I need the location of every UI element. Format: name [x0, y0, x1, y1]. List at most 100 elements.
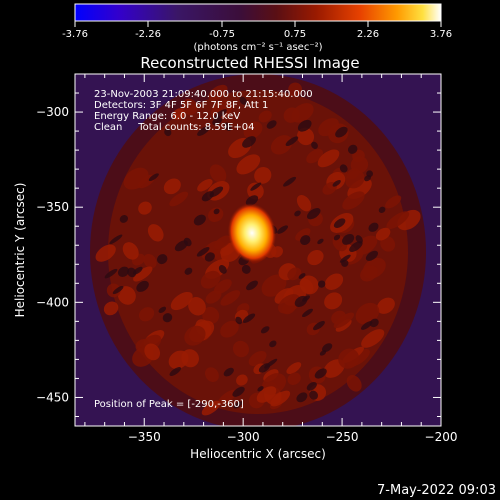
sidelobe-spot — [269, 340, 277, 348]
sidelobe-spot — [117, 266, 130, 277]
sidelobe-spot — [127, 267, 137, 278]
texture-blob — [117, 286, 136, 305]
sidelobe-spot — [296, 392, 308, 403]
texture-blob — [133, 266, 153, 282]
texture-blob — [197, 179, 213, 192]
plot-frame — [74, 73, 442, 427]
sidelobe-spot — [311, 141, 318, 149]
texture-blob — [106, 283, 121, 298]
sidelobe-spot — [360, 321, 373, 330]
y-tick-label: −300 — [36, 105, 69, 119]
sidelobe-spot — [193, 214, 206, 226]
sidelobe-spot — [223, 122, 232, 131]
sidelobe-spot — [204, 252, 215, 262]
sidelobe-spot — [297, 119, 312, 132]
colorbar-tick-label: -0.75 — [209, 29, 235, 40]
axes: −350 −300 −250 −200 −300 −350 −400 −450 — [36, 73, 457, 444]
texture-blob — [170, 291, 193, 311]
sidelobe-spot — [257, 386, 264, 392]
sidelobe-spot — [300, 235, 311, 246]
texture-blob — [278, 294, 301, 314]
colorbar-tick-label: 3.76 — [430, 29, 452, 40]
sidelobe-spot — [260, 326, 270, 334]
texture-blob — [318, 118, 339, 137]
sidelobe-spot — [132, 266, 143, 275]
texture-blob — [232, 340, 249, 358]
sidelobe-spot — [184, 267, 193, 275]
sidelobe-spot — [169, 367, 181, 377]
sidelobe-spot — [378, 206, 386, 213]
texture-blob — [345, 170, 365, 189]
texture-blob — [200, 270, 221, 289]
texture-blob — [181, 349, 199, 368]
texture-blob — [333, 312, 355, 329]
sidelobe-spot — [317, 238, 324, 245]
sidelobe-spot — [349, 241, 363, 252]
texture-blob — [254, 166, 272, 184]
sidelobe-spot — [242, 136, 256, 148]
sidelobe-spot — [157, 254, 168, 265]
texture-blob — [261, 274, 287, 297]
sidelobe-spot — [306, 208, 321, 220]
texture-blob — [286, 362, 302, 375]
texture-blob — [385, 195, 402, 209]
texture-blob — [209, 164, 227, 183]
sidelobe-spot — [309, 390, 318, 400]
texture-blob — [297, 127, 315, 146]
y-tick-label: −400 — [36, 295, 69, 309]
sidelobe-spot — [306, 381, 317, 391]
sidelobe-spot — [347, 144, 358, 154]
chart-title: Reconstructed RHESSI Image — [140, 54, 359, 72]
sidelobe-spot — [242, 313, 256, 323]
sidelobe-spot — [264, 358, 278, 369]
texture-blob — [163, 178, 181, 195]
texture-blob — [338, 348, 360, 369]
sidelobe-spot — [319, 350, 327, 356]
texture-blob — [291, 103, 314, 123]
texture-blob — [380, 236, 396, 252]
sidelobe-spot — [283, 176, 297, 187]
sidelobe-spot — [174, 240, 188, 252]
texture-blob — [172, 108, 186, 120]
texture-blob — [288, 82, 302, 97]
sidelobe-spot — [232, 386, 245, 397]
sidelobe-spot — [342, 233, 355, 245]
sidelobe-spot — [213, 208, 220, 215]
sidelobe-spot — [368, 222, 379, 232]
texture-blob — [287, 267, 302, 281]
peak-position-annotation: Position of Peak = [-290,-360] — [94, 399, 244, 410]
sidelobe-spot — [104, 268, 118, 279]
sidelobe-spot — [245, 195, 259, 206]
sidelobe-spot — [333, 234, 341, 241]
colorbar-tick-label: -2.26 — [135, 29, 161, 40]
x-axis-label: Heliocentric X (arcsec) — [190, 447, 326, 461]
sidelobe-spot — [109, 234, 123, 245]
sidelobe-spot — [158, 306, 167, 313]
x-tick-label: −350 — [128, 430, 161, 444]
texture-blob — [247, 182, 264, 200]
texture-blob — [361, 329, 385, 348]
texture-blob — [346, 375, 362, 392]
texture-blob — [295, 228, 311, 241]
sidelobe-spot — [339, 164, 348, 173]
sidelobe-spot — [335, 126, 348, 138]
sidelobe-spot — [162, 313, 173, 323]
heatmap-image — [75, 74, 441, 426]
sidelobe-spot — [209, 186, 224, 198]
sidelobe-spot — [223, 367, 234, 377]
texture-blob — [236, 374, 248, 386]
sidelobe-spot — [148, 173, 159, 182]
sidelobe-spot — [235, 316, 243, 325]
sidelobe-spot — [322, 343, 333, 353]
sidelobe-spot — [332, 180, 341, 187]
sidelobe-spot — [218, 265, 227, 274]
sidelobe-spot — [364, 175, 371, 182]
sidelobe-spot — [136, 280, 149, 292]
sidelobe-spot — [294, 295, 308, 308]
texture-blob — [307, 249, 324, 266]
time-range-annotation: 23-Nov-2003 21:09:40.000 to 21:15:40.000 — [94, 89, 313, 100]
texture-blob — [243, 121, 263, 139]
sidelobe-spot — [266, 120, 277, 129]
texture-blob — [202, 306, 220, 325]
texture-blob — [376, 297, 395, 314]
